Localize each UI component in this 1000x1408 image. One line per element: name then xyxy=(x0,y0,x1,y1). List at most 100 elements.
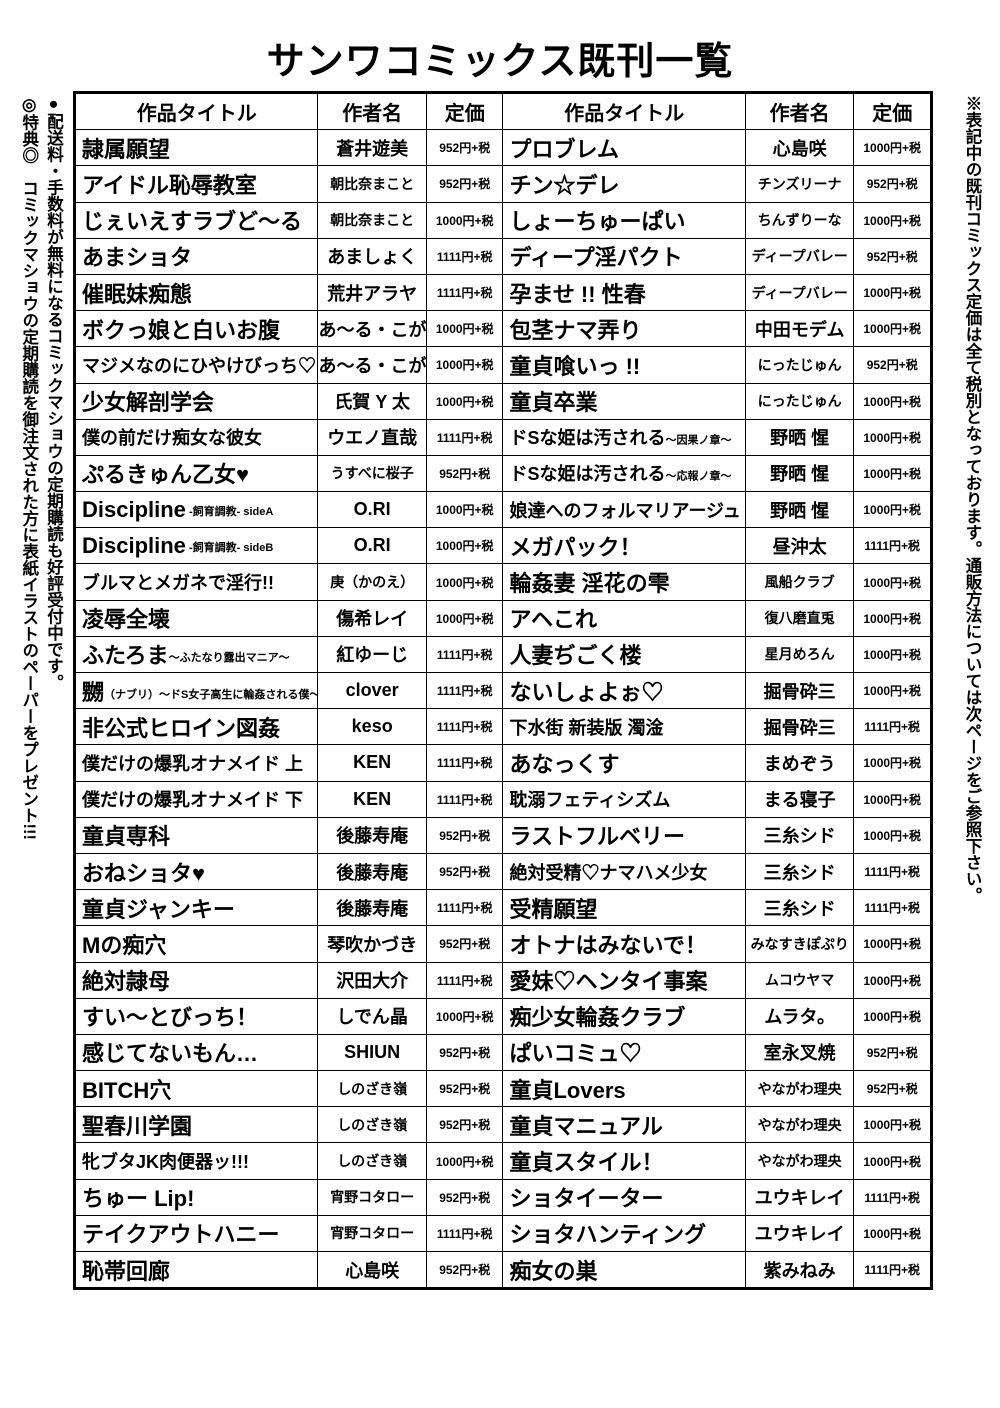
price-cell-r: 1000円+税 xyxy=(854,274,931,310)
author-cell-r: 風船クラブ xyxy=(745,564,853,600)
table-row: Mの痴穴琴吹かづき952円+税オトナはみないで！みなすきぽぷり1000円+税 xyxy=(76,926,931,962)
table-row: 嬲（ナブリ）～ドS女子高生に輪姦される僕～clover1111円+税ないしょよぉ… xyxy=(76,673,931,709)
price-cell-l: 952円+税 xyxy=(426,1179,503,1215)
author-cell-l: 後藤寿庵 xyxy=(318,817,426,853)
title-cell-r: プロブレム xyxy=(503,130,745,166)
author-cell-r: 野晒 惺 xyxy=(745,455,853,491)
title-cell-l: 少女解剖学会 xyxy=(76,383,318,419)
title-cell-r: 娘達へのフォルマリアージュ xyxy=(503,492,745,528)
table-row: BITCH穴しのざき嶺952円+税童貞Loversやながわ理央952円+税 xyxy=(76,1071,931,1107)
price-cell-r: 1111円+税 xyxy=(854,1252,931,1288)
author-cell-l: 後藤寿庵 xyxy=(318,890,426,926)
author-cell-r: にったじゅん xyxy=(745,383,853,419)
work-title: テイクアウトハニー xyxy=(82,1222,280,1247)
title-cell-l: 童貞専科 xyxy=(76,817,318,853)
title-cell-r: アヘこれ xyxy=(503,600,745,636)
author-cell-r: 星月めろん xyxy=(745,636,853,672)
table-row: すい～とびっち！しでん晶1000円+税痴少女輪姦クラブムラタ。1000円+税 xyxy=(76,998,931,1034)
title-cell-r: 孕ませ !! 性春 xyxy=(503,274,745,310)
title-cell-l: 感じてないもん… xyxy=(76,1034,318,1070)
table-row: 催眠妹痴態荒井アラヤ1111円+税孕ませ !! 性春ディープバレー1000円+税 xyxy=(76,274,931,310)
work-title: 牝ブタJK肉便器ッ!!! xyxy=(82,1152,249,1172)
title-cell-r: 童貞スタイル！ xyxy=(503,1143,745,1179)
work-title: 童貞ジャンキー xyxy=(82,897,235,922)
author-cell-r: 復八磨直兎 xyxy=(745,600,853,636)
work-title: 童貞スタイル！ xyxy=(509,1150,663,1175)
table-row: ブルマとメガネで淫行!!庚（かのえ）1000円+税輪姦妻 淫花の雫風船クラブ10… xyxy=(76,564,931,600)
price-cell-r: 1000円+税 xyxy=(854,564,931,600)
work-title: Discipline xyxy=(82,533,186,558)
author-cell-l: 氏賀 Y 太 xyxy=(318,383,426,419)
price-cell-r: 1000円+税 xyxy=(854,419,931,455)
price-cell-r: 1111円+税 xyxy=(854,890,931,926)
title-cell-r: 輪姦妻 淫花の雫 xyxy=(503,564,745,600)
table-row: じぇいえすラブど～る朝比奈まこと1000円+税しょーちゅーぱいちんずりーな100… xyxy=(76,202,931,238)
table-row: 聖春川学園しのざき嶺952円+税童貞マニュアルやながわ理央1000円+税 xyxy=(76,1107,931,1143)
title-cell-l: アイドル恥辱教室 xyxy=(76,166,318,202)
author-cell-l: clover xyxy=(318,673,426,709)
author-cell-r: ムラタ。 xyxy=(745,998,853,1034)
author-cell-l: 蒼井遊美 xyxy=(318,130,426,166)
work-title: Discipline xyxy=(82,497,186,522)
work-title: チン☆デレ xyxy=(509,173,619,198)
title-cell-l: Discipline -飼育調教- sideA xyxy=(76,492,318,528)
table-row: ちゅー Lip!宵野コタロー952円+税ショタイーターユウキレイ1111円+税 xyxy=(76,1179,931,1215)
work-title: マジメなのにひやけびっち♡ xyxy=(82,356,316,376)
left-note-line2: ◎特典◎ コミックマショウの定期購読を御注文された方に表紙イラストのペーパーをプ… xyxy=(20,95,38,840)
table-row: 絶対隷母沢田大介1111円+税愛妹♡ヘンタイ事案ムコウヤマ1000円+税 xyxy=(76,962,931,998)
price-cell-l: 1111円+税 xyxy=(426,709,503,745)
author-cell-r: みなすきぽぷり xyxy=(745,926,853,962)
table-row: あまショタあましょく1111円+税ディープ淫パクトディープバレー952円+税 xyxy=(76,238,931,274)
price-cell-l: 1000円+税 xyxy=(426,311,503,347)
table-row: 恥帯回廊心島咲952円+税痴女の巣紫みねみ1111円+税 xyxy=(76,1252,931,1288)
price-cell-l: 1000円+税 xyxy=(426,202,503,238)
title-cell-r: 痴女の巣 xyxy=(503,1252,745,1288)
price-cell-l: 952円+税 xyxy=(426,1252,503,1288)
table-row: 僕だけの爆乳オナメイド 下KEN1111円+税耽溺フェティシズムまる寝子1000… xyxy=(76,781,931,817)
title-cell-l: 隷属願望 xyxy=(76,130,318,166)
title-cell-l: Discipline -飼育調教- sideB xyxy=(76,528,318,564)
price-cell-l: 1000円+税 xyxy=(426,492,503,528)
author-cell-r: 中田モデム xyxy=(745,311,853,347)
work-title: 受精願望 xyxy=(509,897,597,922)
left-side-note: ●配送料・手数料が無料になるコミックマショウの定期購読も好評受付中です。 ◎特典… xyxy=(16,95,66,1335)
table-row: おねショタ♥後藤寿庵952円+税絶対受精♡ナマハメ少女三糸シド1111円+税 xyxy=(76,853,931,889)
work-title: 絶対受精♡ナマハメ少女 xyxy=(509,863,707,883)
work-title: おねショタ♥ xyxy=(82,861,205,886)
author-cell-l: 庚（かのえ） xyxy=(318,564,426,600)
title-cell-r: あなっくす xyxy=(503,745,745,781)
price-cell-r: 1000円+税 xyxy=(854,1143,931,1179)
author-cell-l: 宵野コタロー xyxy=(318,1215,426,1251)
price-cell-l: 1111円+税 xyxy=(426,745,503,781)
table-row: 少女解剖学会氏賀 Y 太1000円+税童貞卒業にったじゅん1000円+税 xyxy=(76,383,931,419)
title-cell-r: ショタイーター xyxy=(503,1179,745,1215)
author-cell-l: 荒井アラヤ xyxy=(318,274,426,310)
title-cell-r: 童貞卒業 xyxy=(503,383,745,419)
title-cell-l: じぇいえすラブど～る xyxy=(76,202,318,238)
price-cell-r: 1000円+税 xyxy=(854,817,931,853)
title-cell-l: 僕だけの爆乳オナメイド 下 xyxy=(76,781,318,817)
author-cell-r: 心島咲 xyxy=(745,130,853,166)
author-cell-l: しのざき嶺 xyxy=(318,1143,426,1179)
price-cell-r: 1000円+税 xyxy=(854,455,931,491)
page: サンワコミックス既刊一覧 ●配送料・手数料が無料になるコミックマショウの定期購読… xyxy=(0,0,1000,1330)
work-title: 耽溺フェティシズム xyxy=(509,790,670,810)
table-row: アイドル恥辱教室朝比奈まこと952円+税チン☆デレチンズリーナ952円+税 xyxy=(76,166,931,202)
title-cell-l: BITCH穴 xyxy=(76,1071,318,1107)
work-title: 童貞マニュアル xyxy=(509,1114,662,1139)
work-title: 輪姦妻 淫花の雫 xyxy=(509,571,669,596)
author-cell-r: にったじゅん xyxy=(745,347,853,383)
author-cell-r: やながわ理央 xyxy=(745,1071,853,1107)
table-row: テイクアウトハニー宵野コタロー1111円+税ショタハンティングユウキレイ1000… xyxy=(76,1215,931,1251)
title-cell-l: あまショタ xyxy=(76,238,318,274)
title-cell-r: ドSな姫は汚される～因果ノ章～ xyxy=(503,419,745,455)
title-cell-l: テイクアウトハニー xyxy=(76,1215,318,1251)
title-cell-l: 童貞ジャンキー xyxy=(76,890,318,926)
title-cell-l: おねショタ♥ xyxy=(76,853,318,889)
author-cell-l: あ～る・こが xyxy=(318,311,426,347)
price-cell-r: 1111円+税 xyxy=(854,1179,931,1215)
title-cell-r: ショタハンティング xyxy=(503,1215,745,1251)
author-cell-r: 野晒 惺 xyxy=(745,492,853,528)
price-cell-l: 1111円+税 xyxy=(426,890,503,926)
work-title: プロブレム xyxy=(509,137,619,162)
